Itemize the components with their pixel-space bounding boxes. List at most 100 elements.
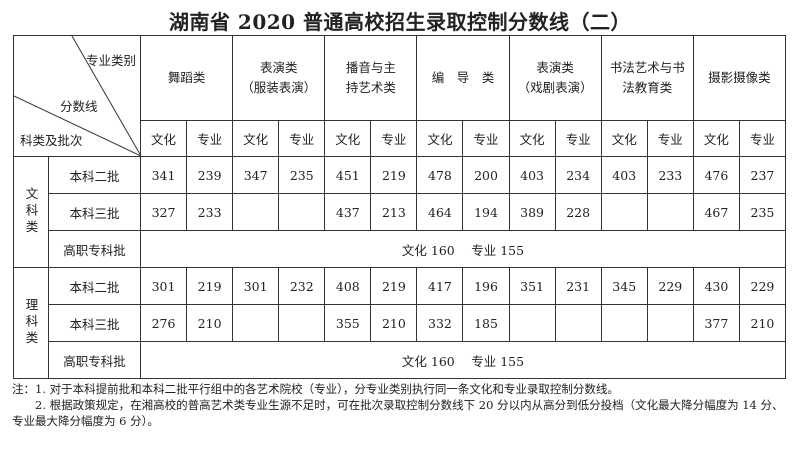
score-cell: 228 <box>554 193 602 231</box>
category-label-line: 舞蹈类 <box>167 70 206 85</box>
score-cell: 351 <box>508 267 556 305</box>
subheader-culture: 文化 <box>232 120 280 157</box>
subheader-major: 专业 <box>462 120 510 157</box>
score-cell <box>278 304 326 342</box>
group-label: 理科类 <box>13 267 49 379</box>
score-table-wrapper: 专业类别 分数线 科类及批次 舞蹈类 表演类 （服装表演） 播音与主 持艺术类编 导 类… <box>13 35 786 379</box>
score-cell <box>600 193 648 231</box>
category-label-line: 摄影摄像类 <box>708 70 771 85</box>
score-cell: 327 <box>139 193 188 231</box>
table-row-vocational: 高职专科批 文化 160 专业 155 <box>14 230 786 268</box>
diag-label-score-line: 分数线 <box>60 99 98 114</box>
category-header: 表演类 （服装表演） <box>232 35 326 121</box>
diagonal-header-cell: 专业类别 分数线 科类及批次 <box>13 35 141 157</box>
subheader-culture: 文化 <box>692 120 740 157</box>
category-label-line: 持艺术类 <box>345 80 396 95</box>
score-cell: 341 <box>139 156 188 194</box>
category-label-line: （戏剧表演） <box>517 80 593 95</box>
subheader-culture: 文化 <box>324 120 372 157</box>
score-cell: 464 <box>416 193 464 231</box>
subheader-culture: 文化 <box>139 120 188 157</box>
score-cell: 237 <box>738 156 786 194</box>
score-cell: 235 <box>738 193 786 231</box>
score-cell: 200 <box>462 156 510 194</box>
score-cell: 194 <box>462 193 510 231</box>
batch-label: 本科二批 <box>48 267 141 305</box>
score-cell <box>278 193 326 231</box>
subheader-culture: 文化 <box>416 120 464 157</box>
score-cell: 451 <box>324 156 372 194</box>
category-label-line: 编 导 类 <box>431 70 495 85</box>
score-cell: 347 <box>232 156 280 194</box>
score-cell: 229 <box>646 267 694 305</box>
score-cell: 219 <box>186 267 234 305</box>
category-header: 舞蹈类 <box>139 35 234 121</box>
group-label: 文科类 <box>13 156 49 268</box>
diag-label-major-category: 专业类别 <box>86 53 137 68</box>
table-row: 本科三批 276 210 355 210 332 185 377 210 <box>14 304 786 342</box>
category-header: 书法艺术与书 法教育类 <box>600 35 694 121</box>
score-cell: 219 <box>370 156 418 194</box>
subheader-major: 专业 <box>738 120 786 157</box>
batch-label: 本科三批 <box>48 304 141 342</box>
score-cell: 408 <box>324 267 372 305</box>
footnote-2: 2. 根据政策规定，在湘高校的普高艺术类专业生源不足时，可在批次录取控制分数线下… <box>12 398 784 428</box>
category-header: 播音与主 持艺术类 <box>324 35 418 121</box>
score-cell <box>508 304 556 342</box>
score-cell: 276 <box>139 304 188 342</box>
score-cell: 235 <box>278 156 326 194</box>
subheader-major: 专业 <box>186 120 234 157</box>
score-cell: 213 <box>370 193 418 231</box>
category-label-line: （服装表演） <box>241 80 317 95</box>
subheader-major: 专业 <box>646 120 694 157</box>
score-cell: 467 <box>692 193 740 231</box>
score-cell: 196 <box>462 267 510 305</box>
score-cell <box>646 193 694 231</box>
score-cell <box>600 304 648 342</box>
score-cell <box>646 304 694 342</box>
footnote-1: 注：1. 对于本科提前批和本科二批平行组中的各艺术院校（专业），分专业类别执行同… <box>12 382 619 396</box>
table-row: 本科三批 327 233 437 213 464 194 389 228 467 235 <box>14 193 786 231</box>
category-header: 摄影摄像类 <box>692 35 786 121</box>
score-cell: 185 <box>462 304 510 342</box>
score-cell: 430 <box>692 267 740 305</box>
score-cell: 403 <box>508 156 556 194</box>
score-cell: 478 <box>416 156 464 194</box>
subheader-major: 专业 <box>554 120 602 157</box>
subheader-culture: 文化 <box>600 120 648 157</box>
batch-label: 本科三批 <box>48 193 141 231</box>
score-cell: 232 <box>278 267 326 305</box>
score-cell: 210 <box>186 304 234 342</box>
footnotes: 注：1. 对于本科提前批和本科二批平行组中的各艺术院校（专业），分专业类别执行同… <box>12 381 792 429</box>
diag-label-category-batch: 科类及批次 <box>20 133 83 148</box>
score-cell: 233 <box>186 193 234 231</box>
subheader-major: 专业 <box>370 120 418 157</box>
vocational-score-cell: 文化 160 专业 155 <box>140 230 786 268</box>
page-title: 湖南省 2020 普通高校招生录取控制分数线（二） <box>168 10 632 34</box>
batch-label: 高职专科批 <box>48 341 141 379</box>
score-cell: 332 <box>416 304 464 342</box>
score-cell: 231 <box>554 267 602 305</box>
score-cell: 229 <box>738 267 786 305</box>
score-cell: 389 <box>508 193 556 231</box>
category-header: 编 导 类 <box>416 35 510 121</box>
category-label-line: 表演类 <box>259 60 298 75</box>
score-cell: 301 <box>232 267 280 305</box>
score-cell: 239 <box>186 156 234 194</box>
category-label-line: 播音与主 <box>345 60 396 75</box>
score-cell: 233 <box>646 156 694 194</box>
table-row: 理科类 本科二批 301 219 301 232 408 219 417 196 351 231 345… <box>13 267 786 379</box>
score-cell <box>554 304 602 342</box>
score-cell <box>232 304 280 342</box>
score-cell: 403 <box>600 156 648 194</box>
score-cell: 210 <box>738 304 786 342</box>
score-cell: 377 <box>692 304 740 342</box>
subheader-culture: 文化 <box>508 120 556 157</box>
batch-label: 本科二批 <box>48 156 141 194</box>
score-cell: 476 <box>692 156 740 194</box>
category-label-line: 表演类 <box>536 60 574 75</box>
category-label-line: 法教育类 <box>622 80 673 95</box>
score-cell: 210 <box>370 304 418 342</box>
score-cell <box>232 193 280 231</box>
category-header: 表演类 （戏剧表演） <box>508 35 602 121</box>
